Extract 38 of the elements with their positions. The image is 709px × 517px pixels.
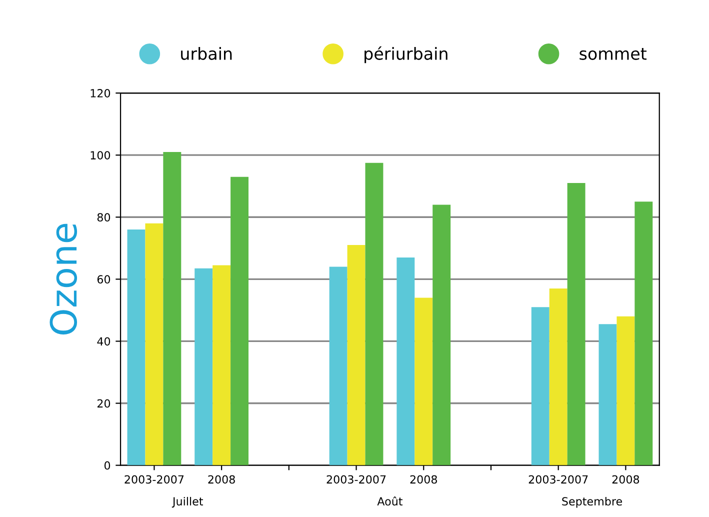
bar	[365, 162, 384, 466]
bar	[396, 257, 415, 466]
bar	[145, 223, 164, 466]
legend-label: périurbain	[364, 46, 448, 64]
x-tick-label: 2003-2007	[528, 475, 588, 484]
bar	[127, 230, 146, 466]
bar	[329, 266, 348, 466]
y-tick-label: 20	[97, 399, 110, 408]
bar	[212, 265, 231, 466]
bar	[616, 316, 635, 466]
x-tick-label: 2008	[208, 475, 235, 484]
y-tick-label: 60	[97, 275, 110, 284]
bar	[163, 152, 182, 466]
legend-label: urbain	[181, 47, 232, 60]
y-axis-title: Ozone	[50, 224, 78, 334]
bar	[414, 298, 433, 466]
bar	[194, 268, 213, 466]
legend-label: sommet	[580, 48, 647, 60]
x-tick-label: 2008	[612, 475, 640, 484]
bar	[347, 245, 366, 466]
text: Juillet	[172, 496, 204, 508]
text: Août	[377, 496, 402, 506]
x-tick-label: 2003-2007	[326, 475, 386, 484]
y-tick-label: 0	[104, 461, 110, 470]
bar	[230, 176, 249, 466]
y-tick-label: 120	[90, 89, 110, 98]
bar	[531, 307, 550, 466]
bar	[598, 324, 617, 466]
bar	[549, 288, 568, 466]
bar	[432, 204, 451, 466]
y-tick-label: 80	[97, 213, 110, 222]
x-tick-label: 2008	[410, 475, 438, 484]
y-tick-label: 100	[90, 151, 110, 160]
y-tick-label: 40	[97, 337, 110, 346]
bar	[567, 183, 586, 466]
x-tick-label: 2003-2007	[124, 475, 184, 484]
bar	[634, 202, 653, 466]
text: Septembre	[562, 496, 622, 508]
